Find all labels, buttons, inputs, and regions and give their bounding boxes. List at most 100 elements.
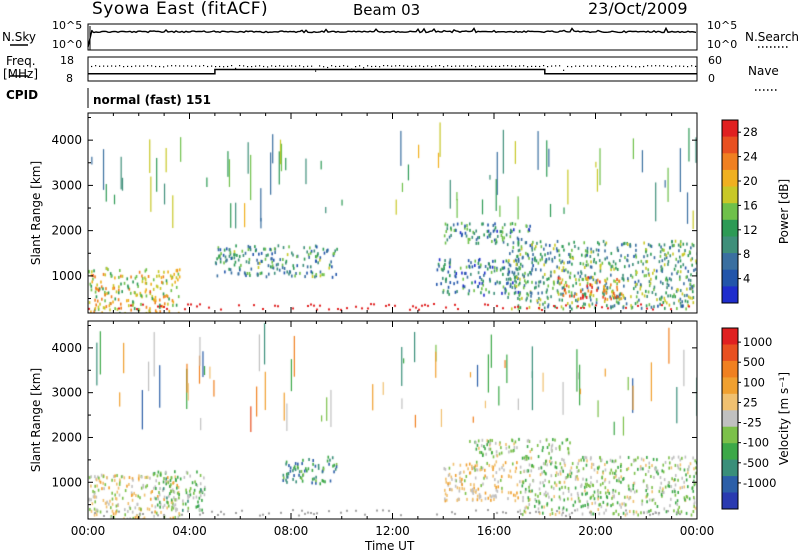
nave-point [235,67,237,69]
velocity-colorbar-label: 25 [743,395,758,409]
velocity-colorbar-segment [722,360,738,378]
nave-point [355,66,357,68]
nave-point [271,65,273,67]
nave-point [627,65,629,67]
power-colorbar-title: Power [dB] [777,179,791,244]
nave-point [139,65,141,67]
nave-point [163,66,165,68]
nave-point [267,66,269,68]
velocity-colorbar-segment [722,459,738,477]
velocity-colorbar-segment [722,328,738,345]
nave-point [455,65,457,67]
nave-point [535,65,537,67]
velocity-colorbar-segment [722,443,738,461]
nave-point [327,66,329,69]
nave-point [515,65,517,68]
nave-point [483,65,485,67]
nave-point [143,65,145,67]
nave-point [563,69,565,71]
power-colorbar-segment [722,253,738,271]
nave-point [611,66,613,68]
nave-point [651,65,653,67]
freq-panel-frame [87,56,698,82]
nave-point [167,65,169,67]
nave-point [471,65,473,67]
nave-point [119,65,121,67]
nave-point [591,65,593,67]
nave-point [343,65,345,67]
nave-point [311,65,313,67]
nave-point [443,66,445,68]
nave-point [655,65,657,67]
nave-point [695,65,697,67]
freq-label: Freq. [6,54,36,68]
nave-point [123,66,125,68]
nave-point [499,65,501,67]
nave-point [495,65,497,67]
nave-point [667,65,669,67]
nave-point [283,65,285,67]
nave-point [351,68,353,70]
nave-point [559,65,561,67]
nave-point [395,65,397,67]
nave-point [131,65,133,68]
nave-point [303,66,305,68]
nave-point [635,66,637,68]
cpid-label: CPID [6,88,39,102]
nave-point [331,65,333,67]
velocity-colorbar-label: -100 [743,436,769,450]
nave-point [319,65,321,67]
nave-point [203,65,205,67]
power-colorbar-label: 4 [743,272,750,286]
nave-point [287,65,289,67]
velocity-colorbar-segment [722,476,738,494]
power-colorbar-segment [722,153,738,171]
nave-point [543,65,545,67]
nave-point [427,65,429,67]
nave-point [639,66,641,68]
nave-point [487,65,489,68]
nave-point [619,65,621,67]
power-colorbar-frame [721,119,739,304]
power-yaxis-label: Slant Range [km] [29,161,43,265]
nave-point [227,65,229,68]
nave-point [191,65,193,67]
nave-point [147,65,149,67]
power-heatmap-image [88,113,697,313]
nave-point [291,65,293,67]
time-tick-label: 08:00 [274,524,309,538]
nave-point [231,65,233,67]
nave-point [547,66,549,68]
nave-point [623,65,625,67]
nave-point [479,65,481,67]
power-ytick-label: 2000 [51,224,82,238]
nave-point [259,65,261,67]
power-colorbar-label: 8 [743,247,750,261]
chart-title-beam: Beam 03 [353,1,421,19]
nave-point [555,65,557,67]
nave-point [503,65,505,67]
power-colorbar-label: 12 [743,223,758,237]
velocity-ytick-label: 4000 [51,341,82,355]
velocity-colorbar-segment [722,393,738,411]
nave-point [155,65,157,68]
nave-point [387,65,389,67]
nave-point [511,65,513,67]
nave-point [135,65,137,67]
nave-point [175,65,177,67]
power-colorbar-segment [722,169,738,187]
nave-point [659,65,661,67]
nave-point [359,65,361,67]
power-colorbar-segment [722,286,738,304]
nave-label: Nave [748,64,779,78]
time-tick-label: 16:00 [477,524,512,538]
velocity-colorbar-title: Velocity [m s⁻¹] [777,372,791,465]
nave-point [575,65,577,67]
velocity-ytick-label: 1000 [51,475,82,489]
power-colorbar-label: 16 [743,198,758,212]
nave-point [275,65,277,67]
nave-point [115,65,117,67]
nave-point [519,65,521,67]
nave-point [383,65,385,67]
nave-point [587,65,589,67]
